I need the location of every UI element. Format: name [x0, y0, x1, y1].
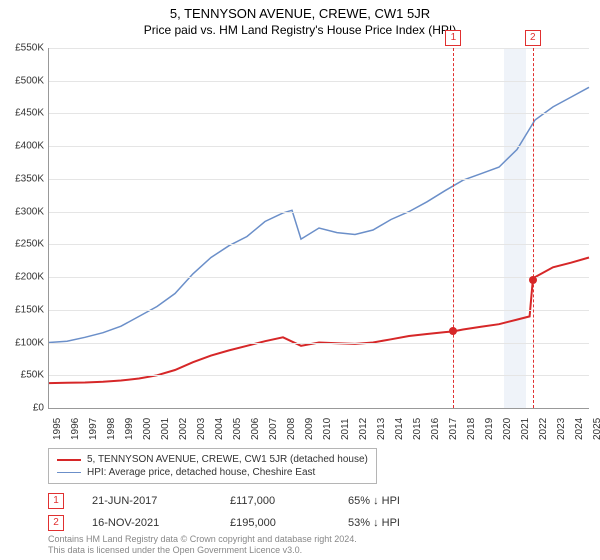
page-title: 5, TENNYSON AVENUE, CREWE, CW1 5JR	[0, 0, 600, 21]
legend-swatch	[57, 472, 81, 473]
x-tick-label: 2016	[430, 418, 441, 440]
y-tick-label: £550K	[4, 43, 44, 54]
legend-label: HPI: Average price, detached house, Ches…	[87, 467, 315, 478]
x-tick-label: 2025	[592, 418, 600, 440]
x-tick-label: 2002	[178, 418, 189, 440]
legend-label: 5, TENNYSON AVENUE, CREWE, CW1 5JR (deta…	[87, 454, 368, 465]
sale-index-box: 2	[48, 515, 64, 531]
x-tick-label: 2006	[250, 418, 261, 440]
x-tick-label: 2003	[196, 418, 207, 440]
legend-row: 5, TENNYSON AVENUE, CREWE, CW1 5JR (deta…	[57, 453, 368, 466]
sale-date: 21-JUN-2017	[92, 495, 202, 507]
footer-line-1: Contains HM Land Registry data © Crown c…	[48, 534, 357, 545]
sale-row: 1 21-JUN-2017 £117,000 65% ↓ HPI	[48, 490, 400, 512]
gridline-h	[49, 212, 589, 213]
chart-plot-area: 12	[48, 48, 589, 409]
footer-line-2: This data is licensed under the Open Gov…	[48, 545, 357, 556]
gridline-h	[49, 343, 589, 344]
x-tick-label: 1995	[52, 418, 63, 440]
x-tick-label: 2015	[412, 418, 423, 440]
x-tick-label: 2012	[358, 418, 369, 440]
gridline-h	[49, 277, 589, 278]
x-tick-label: 2001	[160, 418, 171, 440]
sale-marker-line	[453, 48, 454, 408]
sale-price: £195,000	[230, 517, 320, 529]
x-tick-label: 2000	[142, 418, 153, 440]
y-tick-label: £100K	[4, 337, 44, 348]
y-tick-label: £50K	[4, 370, 44, 381]
gridline-h	[49, 48, 589, 49]
x-tick-label: 2004	[214, 418, 225, 440]
sale-row: 2 16-NOV-2021 £195,000 53% ↓ HPI	[48, 512, 400, 534]
x-tick-label: 1999	[124, 418, 135, 440]
gridline-h	[49, 375, 589, 376]
x-tick-label: 2009	[304, 418, 315, 440]
y-tick-label: £350K	[4, 173, 44, 184]
footer-attribution: Contains HM Land Registry data © Crown c…	[48, 534, 357, 557]
y-tick-label: £400K	[4, 141, 44, 152]
gridline-h	[49, 146, 589, 147]
gridline-h	[49, 244, 589, 245]
x-tick-label: 2007	[268, 418, 279, 440]
sale-index-box: 1	[48, 493, 64, 509]
page-subtitle: Price paid vs. HM Land Registry's House …	[0, 21, 600, 37]
sale-vs-hpi: 65% ↓ HPI	[348, 495, 400, 507]
sale-marker-box: 2	[525, 30, 541, 46]
sale-price: £117,000	[230, 495, 320, 507]
x-tick-label: 2023	[556, 418, 567, 440]
x-tick-label: 2024	[574, 418, 585, 440]
x-tick-label: 2020	[502, 418, 513, 440]
sales-table: 1 21-JUN-2017 £117,000 65% ↓ HPI 2 16-NOV-202…	[48, 490, 400, 534]
x-tick-label: 2010	[322, 418, 333, 440]
gridline-h	[49, 179, 589, 180]
sale-vs-hpi: 53% ↓ HPI	[348, 517, 400, 529]
series-hpi	[49, 87, 589, 342]
x-tick-label: 1998	[106, 418, 117, 440]
x-tick-label: 2018	[466, 418, 477, 440]
x-tick-label: 2008	[286, 418, 297, 440]
sale-dot	[529, 276, 537, 284]
y-tick-label: £250K	[4, 239, 44, 250]
chart-svg	[49, 48, 589, 408]
gridline-h	[49, 113, 589, 114]
x-tick-label: 2005	[232, 418, 243, 440]
sale-marker-line	[533, 48, 534, 408]
gridline-h	[49, 310, 589, 311]
x-tick-label: 2021	[520, 418, 531, 440]
legend-row: HPI: Average price, detached house, Ches…	[57, 466, 368, 479]
legend-swatch	[57, 459, 81, 461]
x-tick-label: 2011	[340, 418, 351, 440]
x-tick-label: 1996	[70, 418, 81, 440]
sale-date: 16-NOV-2021	[92, 517, 202, 529]
y-tick-label: £150K	[4, 304, 44, 315]
y-tick-label: £0	[4, 403, 44, 414]
x-tick-label: 2013	[376, 418, 387, 440]
y-tick-label: £500K	[4, 75, 44, 86]
y-tick-label: £300K	[4, 206, 44, 217]
x-tick-label: 2019	[484, 418, 495, 440]
y-tick-label: £200K	[4, 272, 44, 283]
sale-marker-box: 1	[445, 30, 461, 46]
sale-dot	[449, 327, 457, 335]
x-tick-label: 2014	[394, 418, 405, 440]
x-tick-label: 2017	[448, 418, 459, 440]
x-tick-label: 2022	[538, 418, 549, 440]
x-tick-label: 1997	[88, 418, 99, 440]
gridline-h	[49, 81, 589, 82]
y-tick-label: £450K	[4, 108, 44, 119]
legend-box: 5, TENNYSON AVENUE, CREWE, CW1 5JR (deta…	[48, 448, 377, 484]
